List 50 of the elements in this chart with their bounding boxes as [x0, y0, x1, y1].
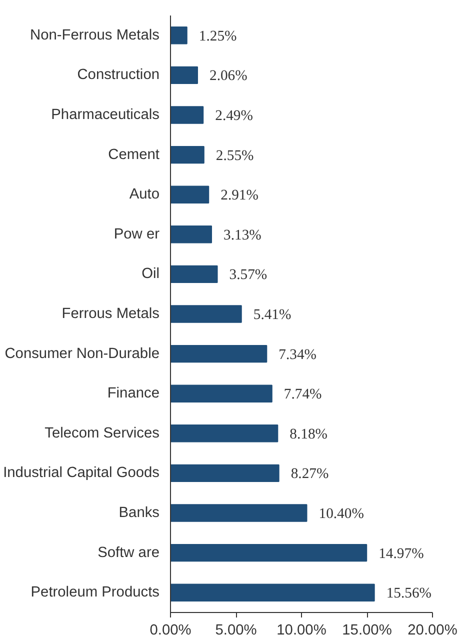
bar — [170, 344, 268, 363]
bar — [170, 26, 188, 44]
x-tick-label: 15.00% — [342, 622, 392, 638]
x-tick-label: 20.00% — [408, 622, 458, 638]
data-label: 15.56% — [386, 586, 432, 602]
y-tick-label: Banks — [118, 505, 160, 521]
x-tick-label: 10.00% — [276, 622, 326, 638]
data-label: 2.49% — [215, 108, 253, 124]
data-label: 2.06% — [209, 68, 248, 84]
bar — [170, 584, 375, 602]
bar — [170, 464, 280, 482]
bar — [170, 504, 308, 522]
bar — [170, 186, 210, 204]
bar — [170, 265, 218, 284]
bar — [170, 544, 368, 562]
y-tick-label: Cement — [108, 146, 160, 163]
x-tick-label: 0.00% — [150, 622, 192, 638]
y-tick-label: Softw are — [98, 544, 160, 561]
data-label: 3.57% — [229, 267, 268, 284]
data-label: 1.25% — [198, 28, 237, 44]
y-tick-label: Consumer Non-Durable — [4, 346, 160, 362]
y-tick-label: Industrial Capital Goods — [3, 465, 160, 482]
bar — [170, 146, 204, 164]
data-label: 14.97% — [378, 546, 424, 562]
bar — [170, 106, 204, 124]
data-label: 2.91% — [220, 188, 258, 204]
y-tick-label: Finance — [107, 386, 160, 402]
bar — [170, 384, 272, 402]
bar — [170, 305, 242, 323]
x-tick-label: 5.00% — [215, 622, 257, 638]
bar — [170, 424, 278, 442]
data-label: 7.34% — [278, 346, 317, 363]
y-tick-label: Pharmaceuticals — [51, 107, 160, 123]
data-label: 2.55% — [216, 148, 254, 164]
data-label: 5.41% — [253, 307, 292, 323]
data-label: 8.27% — [290, 466, 329, 482]
y-tick-label: Petroleum Products — [30, 584, 160, 601]
y-tick-label: Non-Ferrous Metals — [30, 27, 160, 44]
data-label: 10.40% — [318, 506, 364, 522]
data-label: 7.74% — [284, 386, 322, 403]
data-label: 8.18% — [290, 426, 328, 442]
y-tick-label: Pow er — [114, 226, 160, 242]
y-tick-label: Oil — [142, 266, 160, 282]
y-tick-label: Construction — [77, 67, 160, 84]
bar — [170, 226, 212, 244]
data-label: 3.13% — [224, 227, 262, 244]
y-tick-label: Ferrous Metals — [62, 306, 160, 322]
y-tick-label: Telecom Services — [44, 425, 160, 442]
bar — [170, 66, 198, 84]
y-tick-label: Auto — [129, 186, 160, 203]
